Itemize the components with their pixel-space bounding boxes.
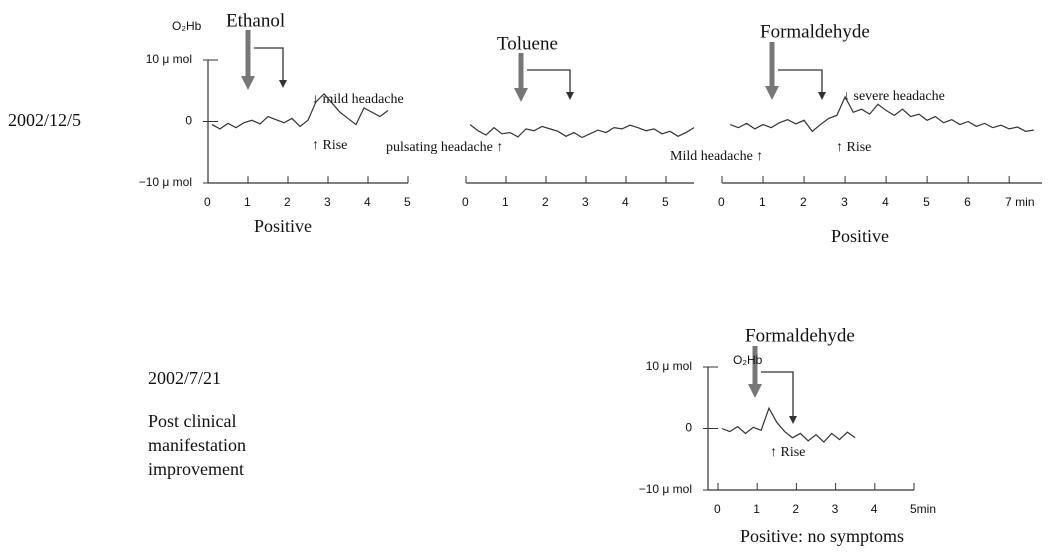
y-tick-label: 0 <box>685 421 692 435</box>
x-tick-label: 2 <box>542 195 549 209</box>
x-tick-label: 5 <box>923 195 930 209</box>
x-tick-label: 3 <box>841 195 848 209</box>
note-line: improvement <box>148 459 244 479</box>
x-tick-label: 1 <box>244 195 251 209</box>
x-tick-label: 1 <box>502 195 509 209</box>
x-axis-label: Positive <box>254 216 312 236</box>
annotation: pulsating headache ↑ <box>386 140 503 155</box>
trace <box>721 406 856 443</box>
annotation: ↑ Rise <box>770 445 805 460</box>
date-label: 2002/7/21 <box>148 368 221 388</box>
annotation: Mild headache ↑ <box>670 149 763 164</box>
chart-title: Formaldehyde <box>760 21 870 42</box>
x-tick-label: 5 <box>662 195 669 209</box>
x-tick-label: 6 <box>964 195 971 209</box>
y-tick-label: −10 μ mol <box>139 175 192 189</box>
trace <box>729 95 1034 133</box>
y-tick-label: 10 μ mol <box>146 52 192 66</box>
x-tick-label: 3 <box>832 502 839 516</box>
x-tick-label: 4 <box>882 195 889 209</box>
annotation: ↓ mild headache <box>312 92 404 107</box>
x-tick-label: 0 <box>462 195 469 209</box>
date-label: 2002/12/5 <box>8 110 81 130</box>
y-tick-label: 10 μ mol <box>646 359 692 373</box>
y-axis-label: O₂Hb <box>172 19 202 33</box>
x-tick-label: 2 <box>800 195 807 209</box>
x-tick-label: 4 <box>871 502 878 516</box>
chart-title: Formaldehyde <box>745 325 855 346</box>
x-axis-label: Positive: no symptoms <box>740 526 904 546</box>
trace <box>211 92 389 130</box>
x-tick-label: 3 <box>324 195 331 209</box>
y-tick-label: −10 μ mol <box>639 482 692 496</box>
x-tick-label: 0 <box>714 502 721 516</box>
x-tick-label: 5 <box>404 195 411 209</box>
x-tick-label: 2 <box>284 195 291 209</box>
y-axis-label: O₂Hb <box>733 353 763 367</box>
x-tick-label: 1 <box>759 195 766 209</box>
x-tick-label: 4 <box>364 195 371 209</box>
chart-title: Toluene <box>497 33 558 54</box>
chart-title: Ethanol <box>226 10 285 31</box>
x-tick-label: 4 <box>622 195 629 209</box>
x-tick-label: 2 <box>792 502 799 516</box>
note-line: manifestation <box>148 435 246 455</box>
annotation: ↑ Rise <box>836 140 871 155</box>
x-tick-label: 0 <box>204 195 211 209</box>
annotation: ↓ severe headache <box>843 89 945 104</box>
stimulus-arrows <box>241 30 826 424</box>
x-tick-label: 1 <box>753 502 760 516</box>
x-tick-label: 5min <box>910 502 936 516</box>
trace <box>469 124 695 139</box>
x-axis-label: Positive <box>831 226 889 246</box>
x-tick-label: 7 min <box>1005 195 1034 209</box>
note-line: Post clinical <box>148 411 237 431</box>
x-tick-label: 0 <box>718 195 725 209</box>
x-tick-label: 3 <box>582 195 589 209</box>
annotation: ↑ Rise <box>312 138 347 153</box>
y-tick-label: 0 <box>185 114 192 128</box>
